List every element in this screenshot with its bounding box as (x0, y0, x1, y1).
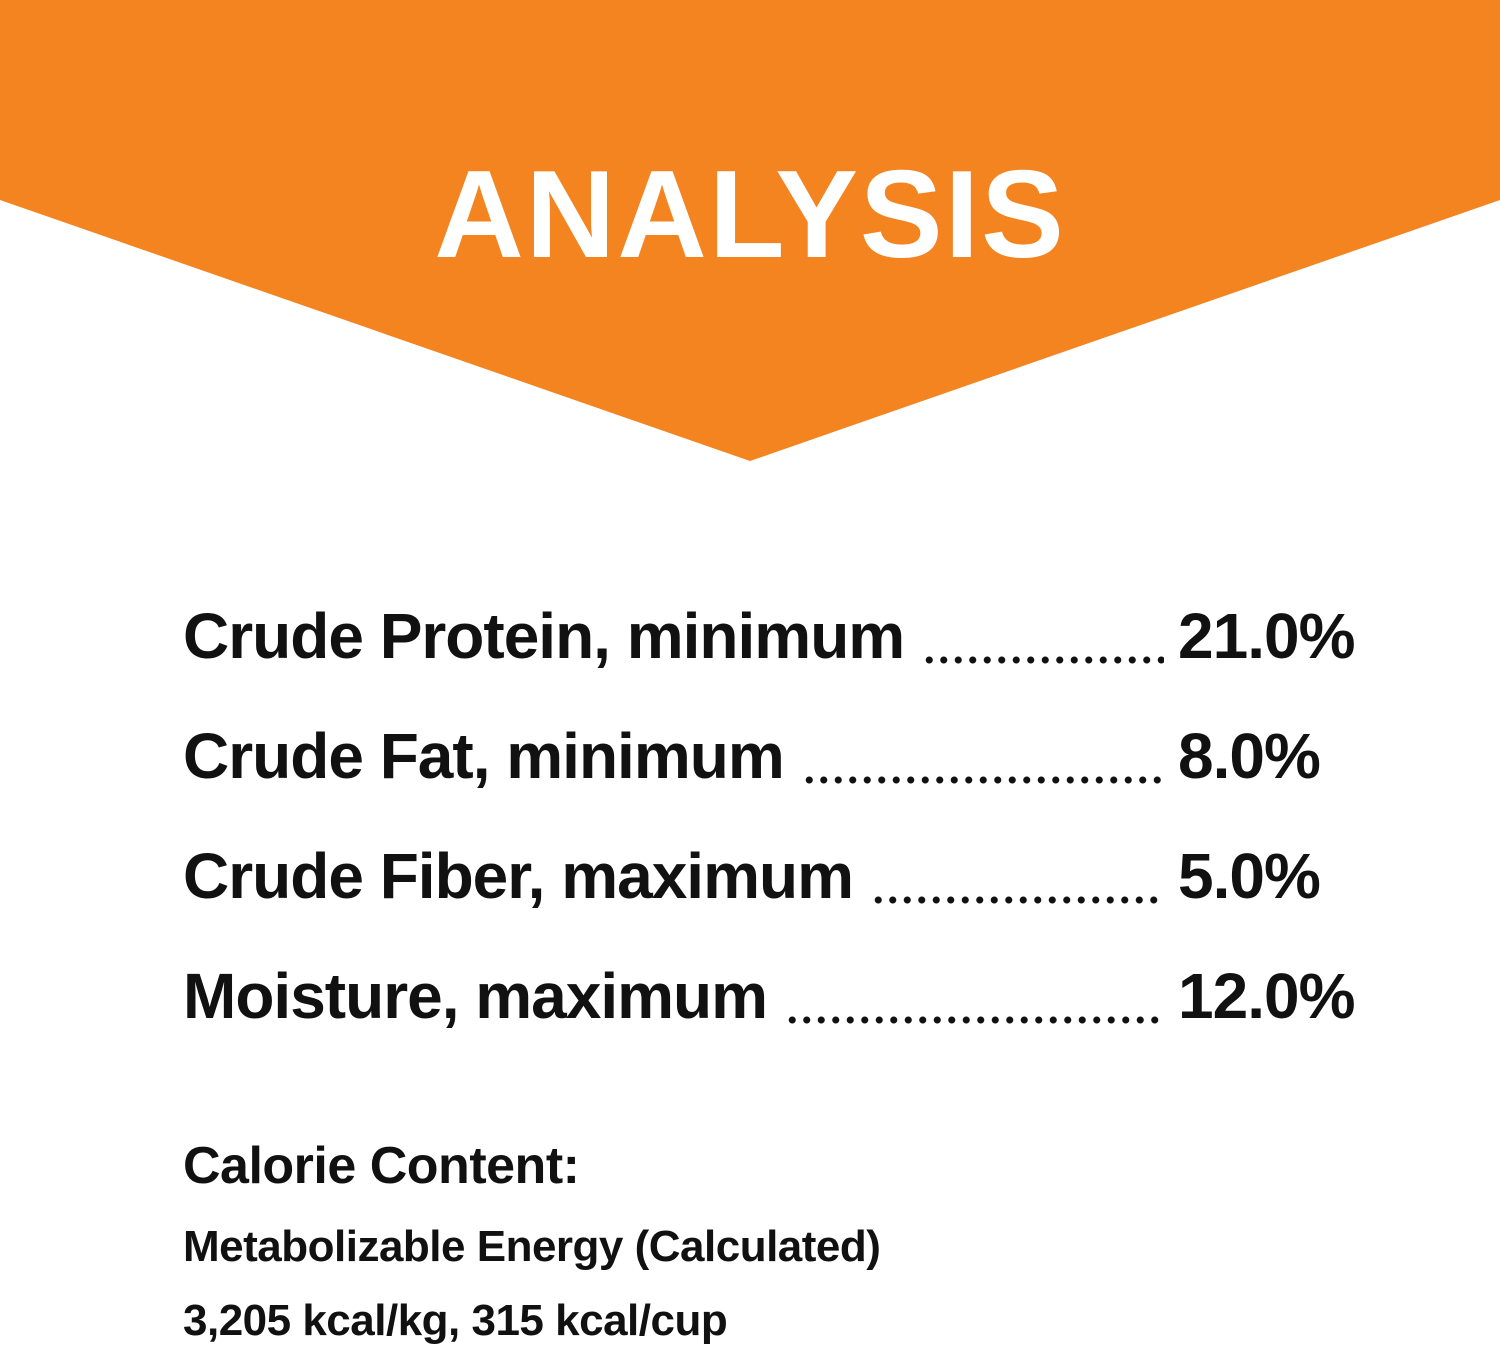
nutrient-value: 12.0% (1178, 960, 1355, 1032)
nutrient-value: 8.0% (1178, 720, 1321, 792)
dot-leader (801, 716, 1164, 796)
nutrient-label: Moisture, maximum (183, 960, 768, 1032)
nutrient-value: 5.0% (1178, 840, 1321, 912)
calorie-method: Metabolizable Energy (Calculated) (183, 1222, 881, 1271)
nutrient-label: Crude Fat, minimum (183, 720, 785, 792)
dot-leader (785, 956, 1164, 1036)
analysis-row: Crude Protein, minimum 21.0% (183, 596, 1378, 676)
title: ANALYSIS (434, 146, 1066, 284)
analysis-row: Crude Fiber, maximum 5.0% (183, 836, 1378, 916)
nutrient-label: Crude Fiber, maximum (183, 840, 854, 912)
dot-leader (922, 596, 1164, 676)
nutrient-value: 21.0% (1178, 600, 1355, 672)
analysis-row: Moisture, maximum 12.0% (183, 956, 1378, 1036)
calorie-values: 3,205 kcal/kg, 315 kcal/cup (183, 1296, 728, 1345)
analysis-row: Crude Fat, minimum 8.0% (183, 716, 1378, 796)
banner (0, 0, 1500, 461)
banner-shape (0, 0, 1500, 461)
calorie-heading: Calorie Content: (183, 1137, 580, 1195)
dot-leader (870, 836, 1164, 916)
nutrient-label: Crude Protein, minimum (183, 600, 905, 672)
